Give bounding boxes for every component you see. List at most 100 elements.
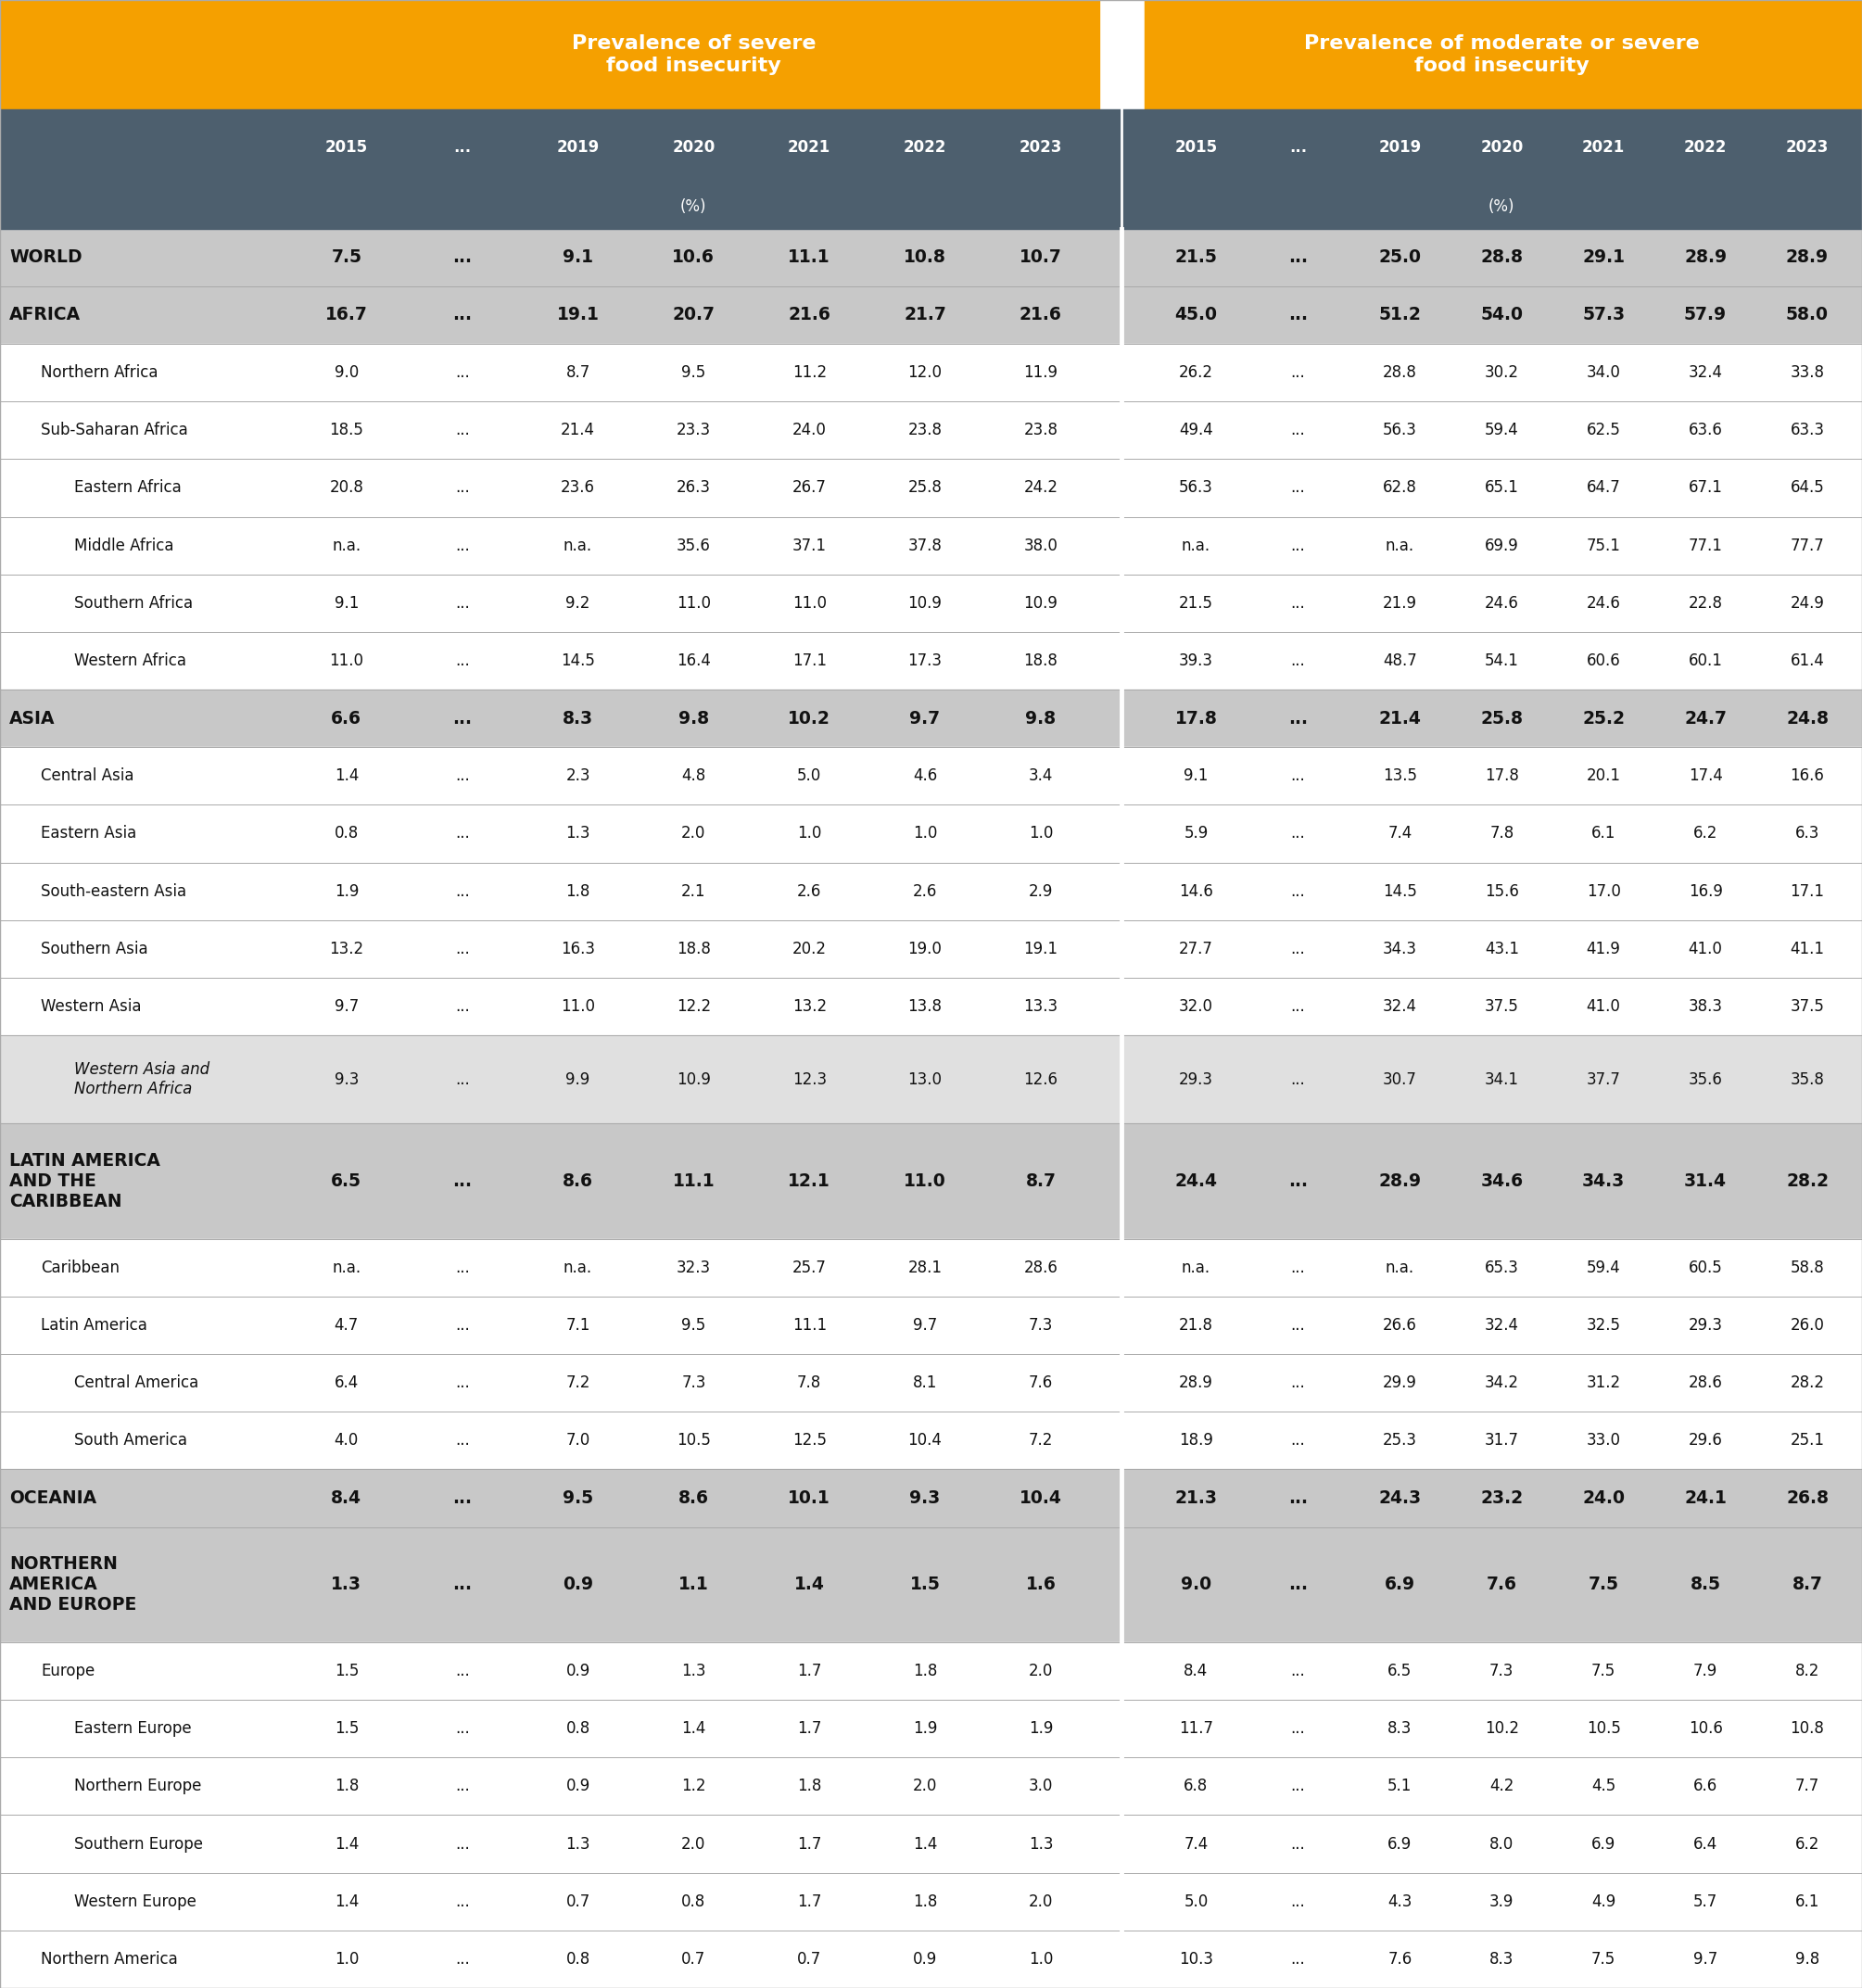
Text: 1.3: 1.3: [681, 1662, 706, 1680]
Text: 25.1: 25.1: [1789, 1431, 1825, 1449]
Text: 7.1: 7.1: [566, 1316, 590, 1334]
Text: 62.5: 62.5: [1586, 421, 1620, 439]
Text: 57.9: 57.9: [1683, 306, 1726, 324]
Text: 7.6: 7.6: [1028, 1374, 1052, 1392]
Text: 24.0: 24.0: [791, 421, 827, 439]
Text: 9.8: 9.8: [678, 710, 709, 728]
Bar: [0, 185, 1862, 229]
Text: 0.7: 0.7: [681, 1950, 706, 1968]
Text: 1.3: 1.3: [1028, 1835, 1054, 1853]
Text: ...: ...: [1290, 1720, 1305, 1738]
Text: 2.0: 2.0: [681, 1835, 706, 1853]
Text: 23.2: 23.2: [1480, 1489, 1523, 1507]
Text: 6.1: 6.1: [1795, 1893, 1819, 1910]
Bar: [0, 286, 1862, 344]
Text: ...: ...: [454, 825, 469, 843]
Text: 8.3: 8.3: [562, 710, 594, 728]
Text: 11.1: 11.1: [791, 1316, 827, 1334]
Text: ...: ...: [1290, 537, 1305, 555]
Text: 59.4: 59.4: [1484, 421, 1519, 439]
Text: 2015: 2015: [1175, 139, 1218, 155]
Text: Western Asia and
Northern Africa: Western Asia and Northern Africa: [74, 1062, 210, 1097]
Text: ...: ...: [452, 1173, 471, 1191]
Bar: [0, 863, 1862, 920]
Text: 7.2: 7.2: [566, 1374, 590, 1392]
Text: 57.3: 57.3: [1583, 306, 1626, 324]
Text: 2019: 2019: [1378, 139, 1421, 155]
Text: 2.9: 2.9: [1028, 883, 1052, 901]
Text: ...: ...: [1289, 139, 1307, 155]
Text: ...: ...: [454, 421, 469, 439]
Text: 20.7: 20.7: [672, 306, 715, 324]
Text: 24.3: 24.3: [1378, 1489, 1421, 1507]
Text: 8.0: 8.0: [1490, 1835, 1514, 1853]
Text: 43.1: 43.1: [1484, 940, 1519, 958]
Text: ...: ...: [454, 1950, 469, 1968]
Text: 12.1: 12.1: [788, 1173, 830, 1191]
Text: 0.8: 0.8: [566, 1720, 590, 1738]
Text: 28.6: 28.6: [1689, 1374, 1722, 1392]
Text: ...: ...: [454, 1835, 469, 1853]
Text: 17.4: 17.4: [1689, 767, 1722, 785]
Text: Europe: Europe: [41, 1662, 95, 1680]
Text: 7.3: 7.3: [1028, 1316, 1052, 1334]
Text: 10.4: 10.4: [1020, 1489, 1061, 1507]
Text: ...: ...: [452, 710, 471, 728]
Text: 8.6: 8.6: [562, 1173, 594, 1191]
Text: 37.8: 37.8: [909, 537, 942, 555]
Text: ...: ...: [1289, 306, 1307, 324]
Text: 0.8: 0.8: [335, 825, 359, 843]
Text: 8.1: 8.1: [912, 1374, 937, 1392]
Text: 7.0: 7.0: [566, 1431, 590, 1449]
Text: 8.7: 8.7: [566, 364, 590, 382]
Text: 63.6: 63.6: [1689, 421, 1722, 439]
Text: 21.4: 21.4: [1378, 710, 1421, 728]
Text: 10.9: 10.9: [909, 594, 942, 612]
Bar: [0, 1036, 1862, 1123]
Text: 0.8: 0.8: [566, 1950, 590, 1968]
Text: 1.0: 1.0: [797, 825, 821, 843]
Text: ...: ...: [1290, 479, 1305, 497]
Text: 26.8: 26.8: [1786, 1489, 1828, 1507]
Text: 9.9: 9.9: [566, 1072, 590, 1087]
Text: Western Europe: Western Europe: [74, 1893, 197, 1910]
Text: 26.7: 26.7: [791, 479, 827, 497]
Text: Middle Africa: Middle Africa: [74, 537, 175, 555]
Text: 21.6: 21.6: [788, 306, 830, 324]
Text: 12.3: 12.3: [791, 1072, 827, 1087]
Bar: [0, 1123, 1862, 1239]
Text: 31.2: 31.2: [1586, 1374, 1620, 1392]
Bar: [0, 1642, 1862, 1700]
Text: 65.3: 65.3: [1484, 1258, 1519, 1276]
Text: 27.7: 27.7: [1179, 940, 1214, 958]
Text: 28.6: 28.6: [1024, 1258, 1058, 1276]
Text: 2.6: 2.6: [912, 883, 937, 901]
Text: 64.7: 64.7: [1586, 479, 1620, 497]
Text: 39.3: 39.3: [1179, 652, 1214, 670]
Text: 4.9: 4.9: [1592, 1893, 1616, 1910]
Text: 7.3: 7.3: [1490, 1662, 1514, 1680]
Text: 19.1: 19.1: [1024, 940, 1058, 958]
Text: ...: ...: [1290, 1258, 1305, 1276]
Bar: [0, 920, 1862, 978]
Text: 16.4: 16.4: [676, 652, 711, 670]
Text: 7.6: 7.6: [1387, 1950, 1411, 1968]
Text: 69.9: 69.9: [1484, 537, 1519, 555]
Text: ...: ...: [454, 1431, 469, 1449]
Text: Western Asia: Western Asia: [41, 998, 142, 1014]
Text: 6.5: 6.5: [331, 1173, 361, 1191]
Text: 9.7: 9.7: [1693, 1950, 1717, 1968]
Text: 32.5: 32.5: [1586, 1316, 1620, 1334]
Text: 28.9: 28.9: [1378, 1173, 1421, 1191]
Text: 29.9: 29.9: [1383, 1374, 1417, 1392]
Text: 18.8: 18.8: [1024, 652, 1058, 670]
Text: 17.3: 17.3: [909, 652, 942, 670]
Bar: [0, 1930, 1862, 1988]
Text: 7.8: 7.8: [1490, 825, 1514, 843]
Text: 56.3: 56.3: [1383, 421, 1417, 439]
Text: 2.0: 2.0: [912, 1777, 937, 1795]
Text: LATIN AMERICA
AND THE
CARIBBEAN: LATIN AMERICA AND THE CARIBBEAN: [9, 1153, 160, 1211]
Text: 26.0: 26.0: [1789, 1316, 1825, 1334]
Text: 1.4: 1.4: [335, 767, 359, 785]
Text: 17.0: 17.0: [1586, 883, 1620, 901]
